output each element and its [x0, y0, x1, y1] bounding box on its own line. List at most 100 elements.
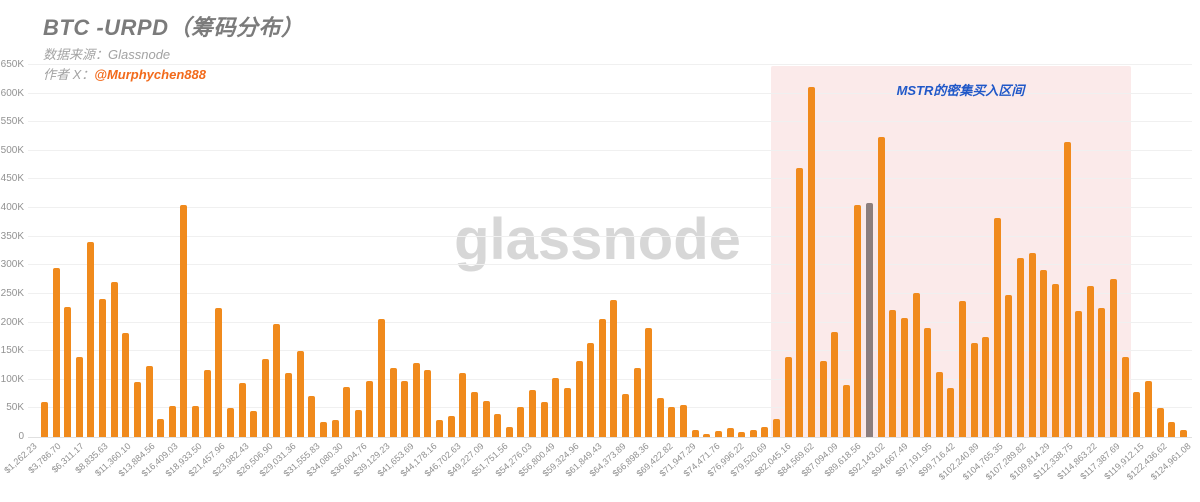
supply-bar [575, 360, 583, 437]
supply-bar [1040, 270, 1048, 437]
supply-bar [459, 372, 467, 437]
supply-bar [622, 393, 629, 437]
plot-area [28, 64, 1192, 438]
supply-bar [1144, 381, 1152, 437]
x-axis-line [28, 437, 1192, 438]
supply-bar [714, 431, 722, 437]
supply-bar [180, 205, 188, 437]
y-tick-label: 550K [0, 116, 24, 128]
supply-bar [912, 293, 920, 437]
supply-bar [157, 419, 165, 437]
supply-bar [749, 429, 757, 437]
supply-bar [668, 406, 676, 437]
supply-bar [1075, 310, 1083, 437]
supply-bar [168, 406, 176, 437]
supply-bar [331, 419, 339, 437]
supply-bar [680, 404, 688, 437]
supply-bar [389, 368, 397, 437]
supply-bar [540, 401, 548, 437]
gridline-500K [28, 149, 1192, 151]
supply-bar [1063, 141, 1071, 437]
supply-bar [610, 299, 618, 437]
supply-bar [238, 382, 246, 437]
supply-bar [1086, 286, 1094, 437]
y-tick-label: 250K [0, 287, 24, 299]
current-price-bar [866, 202, 874, 437]
supply-bar [482, 400, 490, 437]
supply-bar [900, 317, 908, 437]
supply-bar [633, 368, 641, 437]
supply-bar [656, 398, 664, 437]
y-tick-label: 0 [18, 431, 24, 442]
supply-bar [1133, 392, 1141, 437]
author-label: 作者 X： [43, 67, 95, 82]
supply-bar [877, 137, 885, 437]
supply-bar [261, 358, 269, 437]
supply-bar [645, 328, 653, 437]
supply-bar [924, 328, 932, 437]
y-tick-label: 200K [0, 316, 24, 328]
supply-bar [494, 413, 502, 437]
y-tick-label: 100K [0, 373, 24, 385]
supply-bar [889, 309, 897, 437]
supply-bar [807, 87, 815, 437]
supply-bar [1017, 258, 1025, 437]
y-tick-label: 500K [0, 144, 24, 156]
supply-bar [319, 422, 327, 437]
supply-bar [1110, 279, 1118, 437]
supply-bar [784, 356, 792, 437]
gridline-600K [28, 92, 1192, 94]
supply-bar [970, 343, 978, 437]
supply-bar [145, 366, 153, 437]
mstr-highlight-region [770, 66, 1131, 437]
supply-bar [99, 298, 107, 437]
supply-bar [563, 387, 571, 437]
supply-bar [831, 331, 839, 437]
supply-bar [343, 386, 351, 437]
supply-bar [424, 370, 432, 437]
supply-bar [947, 388, 955, 437]
glassnode-watermark: glassnode [454, 207, 741, 272]
supply-bar [587, 343, 595, 437]
supply-bar [110, 282, 118, 437]
supply-bar [192, 405, 200, 437]
supply-bar [354, 410, 362, 437]
y-axis: 0 50K 100K 150K 200K 250K 300K 350K 400K 450K 500K… [0, 60, 24, 442]
supply-bar [854, 204, 862, 437]
supply-bar [982, 336, 990, 437]
y-tick-label: 400K [0, 202, 24, 214]
gridline-400K [28, 207, 1192, 209]
gridline-300K [28, 264, 1192, 266]
y-tick-label: 350K [0, 230, 24, 242]
supply-bar [796, 168, 804, 437]
supply-bar [703, 433, 711, 437]
supply-bar [505, 426, 513, 437]
gridline-250K [28, 292, 1192, 294]
supply-bar [87, 242, 95, 437]
supply-bar [122, 332, 130, 437]
author-line: 作者 X：@Murphychen888 [43, 64, 206, 83]
supply-bar [1121, 356, 1129, 437]
supply-bar [203, 370, 211, 437]
supply-bar [1168, 421, 1176, 437]
supply-bar [819, 361, 827, 437]
gridline-50K [28, 407, 1192, 409]
supply-bar [447, 415, 455, 437]
data-source-label: 数据来源：Glassnode [43, 47, 171, 62]
supply-bar [1156, 408, 1164, 437]
supply-bar [377, 318, 385, 437]
gridline-650K [28, 64, 1192, 65]
supply-bar [401, 381, 409, 437]
gridline-350K [28, 235, 1192, 237]
y-tick-label: 600K [0, 87, 24, 99]
supply-bar [529, 390, 537, 437]
supply-bar [41, 401, 48, 437]
supply-bar [517, 406, 525, 437]
supply-bar [296, 351, 304, 437]
supply-bar [1028, 252, 1036, 437]
y-tick-label: 650K [0, 59, 24, 70]
supply-bar [273, 324, 281, 437]
supply-bar [993, 218, 1001, 437]
supply-bar [226, 407, 234, 437]
